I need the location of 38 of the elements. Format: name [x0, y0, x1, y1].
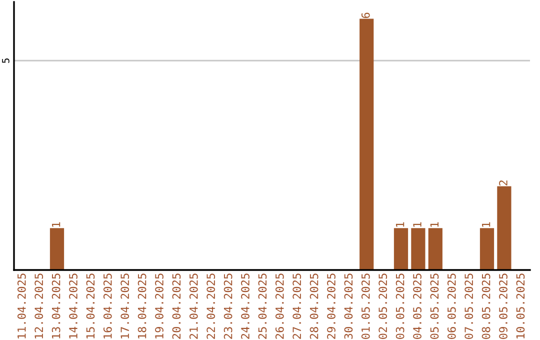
x-tick-label: 16.04.2025 [103, 274, 112, 338]
data-label: 1 [430, 222, 438, 227]
x-tick-label: 09.05.2025 [499, 274, 508, 339]
x-tick-label: 26.04.2025 [275, 274, 284, 339]
x-tick-label: 28.04.2025 [310, 274, 318, 339]
x-tick-label: 05.05.2025 [430, 274, 439, 339]
data-label: 1 [482, 222, 490, 227]
x-tick-label: 10.05.2025 [516, 274, 525, 338]
data-label: 1 [396, 222, 404, 227]
x-tick-label: 15.04.2025 [86, 274, 95, 338]
x-tick-label: 12.04.2025 [34, 274, 44, 338]
data-label: 6 [361, 12, 370, 18]
x-tick-label: 17.04.2025 [120, 274, 130, 338]
x-tick-label: 02.05.2025 [378, 274, 388, 339]
x-tick-label: 03.05.2025 [396, 274, 404, 339]
data-label: 1 [413, 222, 422, 227]
x-tick-label: 13.04.2025 [52, 274, 60, 338]
x-tick-label: 25.04.2025 [258, 274, 267, 339]
x-tick-label: 11.04.2025 [17, 274, 26, 338]
x-tick-label: 27.04.2025 [292, 274, 302, 339]
x-tick-label: 04.05.2025 [413, 274, 422, 339]
x-tick-label: 24.04.2025 [241, 274, 250, 339]
y-tick-label: 5 [2, 58, 10, 63]
x-tick-label: 29.04.2025 [327, 274, 336, 339]
x-tick-label: 14.04.2025 [69, 274, 78, 338]
x-tick-label: 08.05.2025 [482, 274, 490, 339]
x-tick-label: 20.04.2025 [172, 274, 181, 339]
x-tick-label: 23.04.2025 [224, 274, 232, 339]
x-tick-label: 07.05.2025 [464, 274, 474, 339]
x-tick-label: 30.04.2025 [344, 274, 353, 339]
x-tick-label: 01.05.2025 [361, 274, 370, 339]
x-tick-label: 06.05.2025 [447, 274, 456, 339]
data-label: 2 [499, 180, 508, 186]
data-label: 1 [52, 222, 60, 227]
x-tick-label: 19.04.2025 [155, 274, 164, 338]
x-tick-label: 18.04.2025 [138, 274, 146, 338]
x-tick-label: 21.04.2025 [189, 274, 198, 339]
x-tick-label: 22.04.2025 [206, 274, 216, 339]
